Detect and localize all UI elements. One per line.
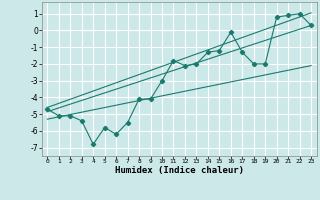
X-axis label: Humidex (Indice chaleur): Humidex (Indice chaleur) xyxy=(115,166,244,175)
